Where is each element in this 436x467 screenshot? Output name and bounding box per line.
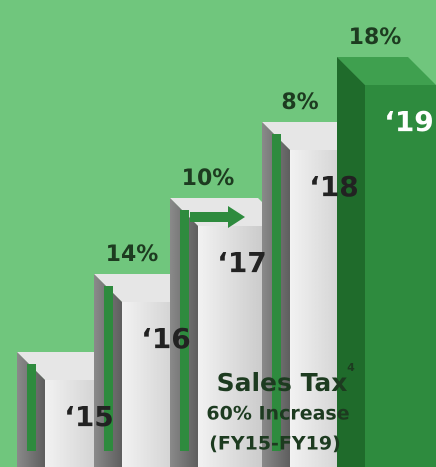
step-stripe bbox=[272, 134, 281, 451]
step-label: ‘15 bbox=[64, 400, 114, 433]
step-label: ‘19 bbox=[384, 105, 434, 138]
arrow bbox=[190, 206, 245, 228]
annotation-line: 60% Increase bbox=[206, 403, 349, 425]
annotation-title: Sales Tax bbox=[217, 368, 348, 397]
step-front bbox=[365, 85, 436, 467]
value-label: 8% bbox=[281, 90, 318, 115]
step-top bbox=[337, 57, 436, 85]
step-stripe bbox=[27, 364, 36, 451]
step-label: ‘16 bbox=[141, 322, 191, 355]
step-label: ‘18 bbox=[309, 170, 359, 203]
step-stripe bbox=[104, 286, 113, 451]
value-label: 14% bbox=[106, 242, 159, 267]
step-stripe bbox=[180, 210, 189, 451]
step-side bbox=[337, 57, 365, 467]
value-label: 10% bbox=[182, 166, 235, 191]
annotation-line: (FY15-FY19) bbox=[209, 433, 341, 455]
annotation-note: 4 bbox=[347, 361, 355, 374]
step-label: ‘17 bbox=[217, 246, 267, 279]
value-label: 18% bbox=[349, 25, 402, 50]
